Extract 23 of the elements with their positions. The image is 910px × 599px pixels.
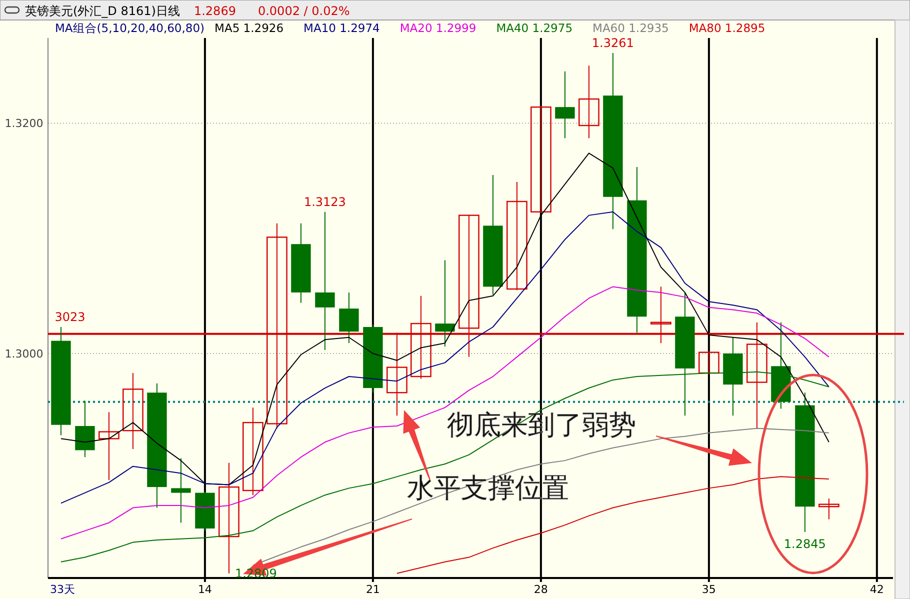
text: 0.0002 / 0.02% [258,4,350,18]
y-tick-label: 1.3200 [4,117,44,130]
text: MA5 1.2926 [214,21,284,35]
x-tick-label: 21 [366,583,380,596]
x-tick-label: 35 [702,583,716,596]
y-tick-label: 1.3000 [4,347,44,360]
text: MA60 1.2935 [592,21,669,35]
text: MA80 1.2895 [688,21,766,35]
text: 1.2869 [194,4,236,18]
text: MA10 1.2974 [304,21,380,35]
legend-title: MA组合(5,10,20,40,60,80) [55,21,205,35]
chart-title: 英镑美元(外汇_D 8161)日线 [25,4,180,18]
annotation: 1.3123 [304,194,346,209]
annotation: 1.3261 [592,36,634,50]
text: MA20 1.2999 [400,21,476,35]
annotation: 1.2845 [784,536,826,551]
x-tick-label: 14 [198,583,212,596]
text: MA40 1.2975 [496,21,573,35]
text: 33天 [50,583,75,596]
annotation: 1.2809 [234,566,277,580]
x-tick-label: 42 [870,583,884,596]
annotation: 3023 [54,310,86,324]
x-tick-label: 28 [534,583,548,596]
